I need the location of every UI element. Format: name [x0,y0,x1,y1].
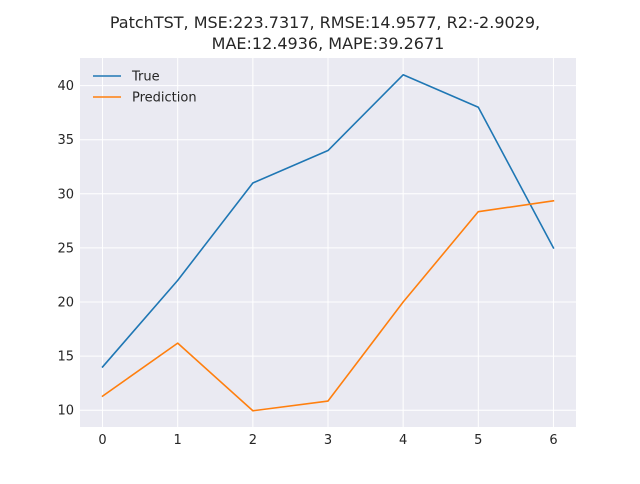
legend-label: Prediction [132,91,197,106]
x-tick-label: 0 [98,433,106,448]
y-tick-label: 25 [57,241,74,256]
series-lines [101,73,555,412]
legend: True Prediction [93,70,197,106]
x-axis-ticks: 0 1 2 3 4 5 6 [98,433,557,448]
y-tick-label: 35 [57,133,74,148]
x-tick-label: 4 [399,433,407,448]
chart-title-line-2: MAE:12.4936, MAPE:39.2671 [212,34,445,53]
x-tick-label: 5 [474,433,482,448]
x-tick-label: 1 [174,433,182,448]
y-tick-label: 20 [57,296,74,311]
x-tick-label: 2 [249,433,257,448]
y-tick-label: 10 [57,404,74,419]
series-line-true [101,73,555,369]
series-line-prediction [101,199,555,412]
chart-title-line-1: PatchTST, MSE:223.7317, RMSE:14.9577, R2… [110,13,540,32]
x-tick-label: 3 [324,433,332,448]
grid-lines [80,58,576,427]
y-axis-ticks: 10 15 20 25 30 35 40 [57,79,74,419]
y-tick-label: 40 [57,79,74,94]
y-tick-label: 15 [57,350,74,365]
x-tick-label: 6 [549,433,557,448]
legend-label: True [131,70,160,85]
y-tick-label: 30 [57,187,74,202]
